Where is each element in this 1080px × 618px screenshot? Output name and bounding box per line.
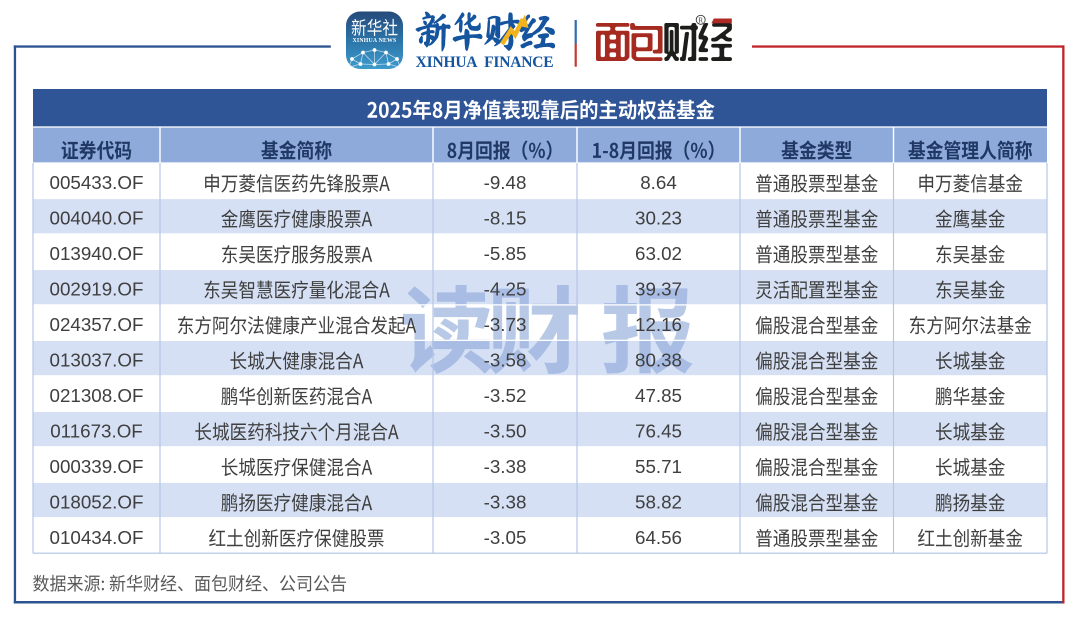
svg-text:39.37: 39.37 xyxy=(635,279,682,300)
svg-text:-9.48: -9.48 xyxy=(484,172,527,193)
svg-text:005433.OF: 005433.OF xyxy=(50,172,144,193)
svg-text:-3.50: -3.50 xyxy=(484,420,527,441)
svg-text:8.64: 8.64 xyxy=(640,172,677,193)
svg-text:76.45: 76.45 xyxy=(635,420,682,441)
svg-text:-3.58: -3.58 xyxy=(484,350,527,371)
svg-text:013037.OF: 013037.OF xyxy=(50,350,144,371)
svg-text:12.16: 12.16 xyxy=(635,314,682,335)
svg-text:-5.85: -5.85 xyxy=(484,243,527,264)
svg-text:004040.OF: 004040.OF xyxy=(50,208,144,229)
svg-text:30.23: 30.23 xyxy=(635,208,682,229)
svg-text:47.85: 47.85 xyxy=(635,385,682,406)
svg-text:63.02: 63.02 xyxy=(635,243,682,264)
svg-text:011673.OF: 011673.OF xyxy=(50,420,143,441)
svg-text:-8.15: -8.15 xyxy=(484,208,527,229)
svg-text:024357.OF: 024357.OF xyxy=(50,314,144,335)
svg-text:-3.38: -3.38 xyxy=(484,491,527,512)
svg-text:-3.52: -3.52 xyxy=(484,385,527,406)
svg-text:64.56: 64.56 xyxy=(635,527,682,548)
svg-text:80.38: 80.38 xyxy=(635,350,682,371)
svg-text:58.82: 58.82 xyxy=(635,491,682,512)
svg-text:-4.25: -4.25 xyxy=(484,279,527,300)
svg-text:R: R xyxy=(698,16,703,24)
svg-text:-3.05: -3.05 xyxy=(484,527,527,548)
svg-text:-3.73: -3.73 xyxy=(484,314,527,335)
svg-text:-3.38: -3.38 xyxy=(484,456,527,477)
svg-text:010434.OF: 010434.OF xyxy=(50,527,144,548)
svg-text:013940.OF: 013940.OF xyxy=(50,243,144,264)
svg-text:55.71: 55.71 xyxy=(635,456,682,477)
svg-text:021308.OF: 021308.OF xyxy=(50,385,144,406)
svg-text:XINHUA FINANCE: XINHUA FINANCE xyxy=(416,54,554,71)
svg-text:002919.OF: 002919.OF xyxy=(50,279,144,300)
svg-text:018052.OF: 018052.OF xyxy=(50,491,144,512)
svg-text:000339.OF: 000339.OF xyxy=(50,456,144,477)
svg-text:XINHUA NEWS: XINHUA NEWS xyxy=(353,38,397,44)
